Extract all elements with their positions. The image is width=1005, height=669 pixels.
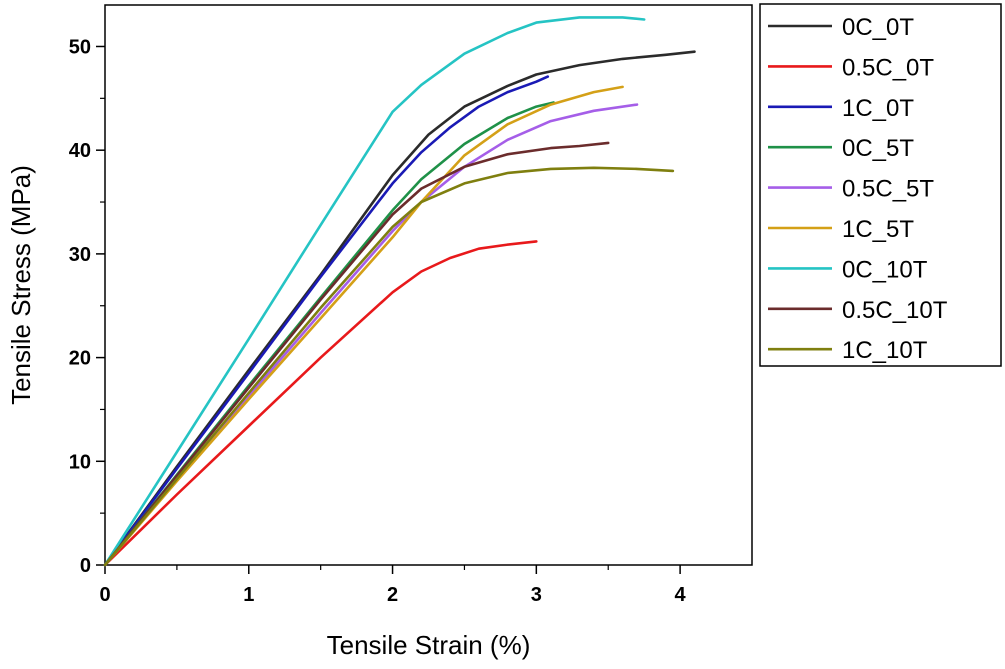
y-tick-label: 10 [69,451,91,473]
legend-box [759,3,1002,367]
legend-label-0c-5t: 0C_5T [842,135,914,162]
legend-label-0-5c-10t: 0.5C_10T [842,297,948,324]
legend-label-0c-10t: 0C_10T [842,256,928,283]
x-axis-title: Tensile Strain (%) [327,630,531,660]
series-line-0-5c-10t [103,141,610,567]
series-line-1c-0t [103,75,550,567]
legend-label-0-5c-5t: 0.5C_5T [842,176,934,203]
series-layer [103,16,696,567]
x-tick-label: 2 [387,584,398,606]
series-line-0-5c-5t [103,103,639,567]
y-tick-label: 40 [69,140,91,162]
legend-label-1c-10t: 1C_10T [842,337,928,364]
series-line-1c-10t [103,166,675,567]
x-tick-label: 3 [531,584,542,606]
x-tick-label: 4 [675,584,687,606]
series-line-0c-5t [103,101,555,567]
legend: 0C_0T 0.5C_0T 1C_0T 0C_5T 0.5C_5T 1C_5T 0C_10T… [759,3,1002,367]
axes-layer [96,4,753,574]
legend-label-0-5c-0t: 0.5C_0T [842,54,934,81]
y-tick-label: 30 [69,244,91,266]
y-axis-title: Tensile Stress (MPa) [6,165,36,405]
legend-label-0c-0t: 0C_0T [842,14,914,41]
plot-frame [104,4,753,566]
legend-label-1c-0t: 1C_0T [842,95,914,122]
legend-label-1c-5t: 1C_5T [842,216,914,243]
series-line-0c-10t [103,16,646,567]
x-tick-label: 1 [243,584,254,606]
x-tick-label: 0 [99,584,110,606]
series-line-0c-0t [103,50,696,567]
series-line-0-5c-0t [103,240,538,567]
y-tick-label: 20 [69,348,91,370]
y-tick-label: 0 [80,555,91,577]
y-tick-label: 50 [69,36,91,58]
